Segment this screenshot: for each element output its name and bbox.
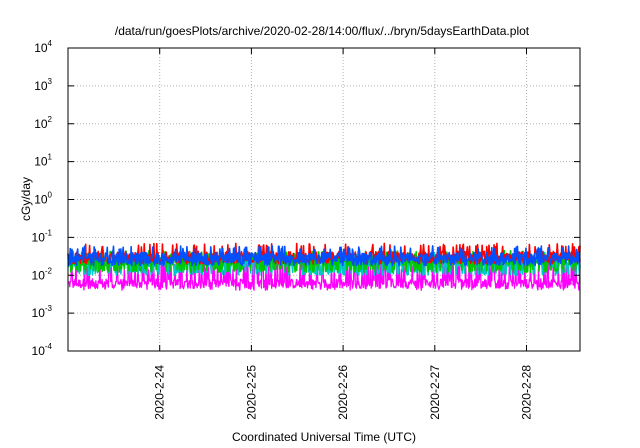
x-tick-label: 2020-2-25 bbox=[244, 365, 258, 420]
series-line bbox=[67, 245, 581, 267]
chart-title: /data/run/goesPlots/archive/2020-02-28/1… bbox=[115, 24, 530, 38]
y-tick-label: 100 bbox=[34, 191, 52, 207]
x-tick-label: 2020-2-26 bbox=[336, 365, 350, 420]
y-tick-label: 10-1 bbox=[32, 228, 53, 244]
y-axis-label: cGy/day bbox=[19, 177, 33, 221]
data-series bbox=[67, 242, 581, 291]
y-tick-label: 102 bbox=[34, 115, 52, 131]
y-tick-label: 101 bbox=[34, 153, 52, 169]
y-axis-ticks: 10-4 10-3 10-2 10-1 100 101 102 103 104 bbox=[32, 39, 580, 358]
grid-lines bbox=[68, 48, 580, 351]
x-axis-ticks: 2020-2-24 2020-2-25 2020-2-26 2020-2-27 2020… bbox=[153, 48, 534, 420]
x-axis-label: Coordinated Universal Time (UTC) bbox=[232, 430, 416, 444]
y-tick-label: 10-2 bbox=[32, 266, 53, 282]
x-tick-label: 2020-2-27 bbox=[428, 365, 442, 420]
y-tick-label: 10-3 bbox=[32, 304, 53, 320]
y-tick-label: 10-4 bbox=[32, 342, 53, 358]
x-tick-label: 2020-2-28 bbox=[520, 365, 534, 420]
x-tick-label: 2020-2-24 bbox=[153, 365, 167, 420]
y-tick-label: 103 bbox=[34, 77, 52, 93]
y-tick-label: 104 bbox=[34, 39, 52, 55]
